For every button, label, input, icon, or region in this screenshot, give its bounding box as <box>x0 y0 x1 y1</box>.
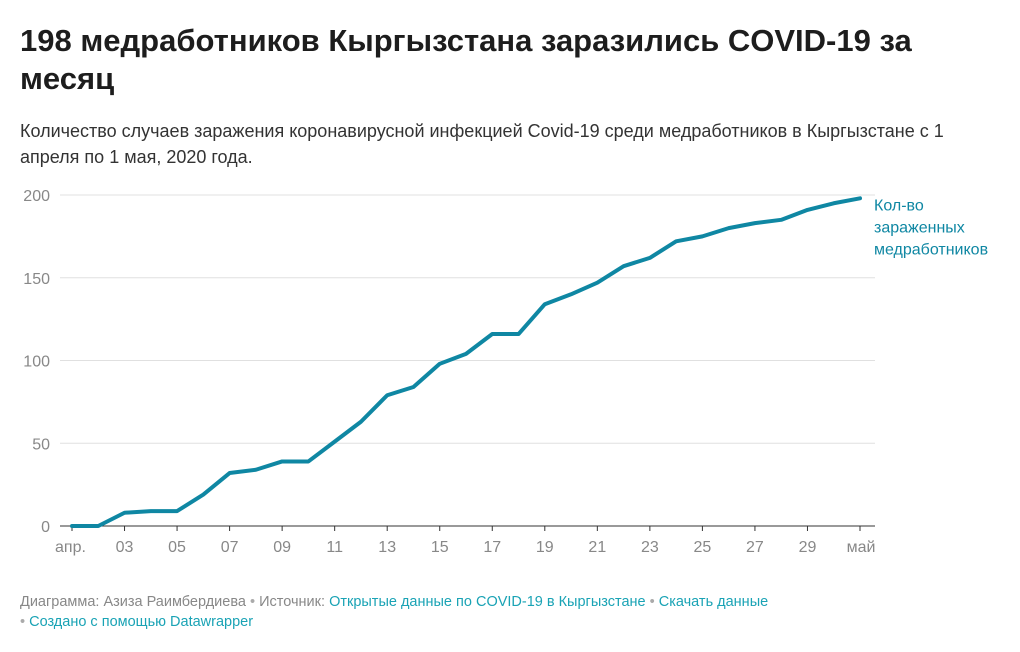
footer: Диаграмма: Азиза Раимбердиева • Источник… <box>20 592 920 632</box>
footer-separator: • <box>20 614 26 630</box>
y-axis-labels: 0 50 100 150 200 <box>23 188 50 536</box>
data-point <box>596 282 598 284</box>
data-point <box>124 512 126 514</box>
footer-separator: • <box>649 594 655 610</box>
data-point <box>360 421 362 423</box>
data-point <box>307 460 309 462</box>
x-tick-label: 03 <box>116 539 134 556</box>
data-point <box>176 510 178 512</box>
x-tick-label: 05 <box>168 539 186 556</box>
data-point <box>570 293 572 295</box>
data-point <box>439 363 441 365</box>
x-tick-label: май <box>847 539 876 556</box>
x-tick-label: 13 <box>378 539 396 556</box>
data-point <box>71 525 73 527</box>
chart-subtitle: Количество случаев заражения коронавирус… <box>20 121 944 167</box>
data-point <box>255 469 257 471</box>
footer-separator: • <box>249 594 256 610</box>
x-tick-label: 15 <box>431 539 449 556</box>
data-point <box>833 202 835 204</box>
data-point <box>806 209 808 211</box>
x-tick-label: 27 <box>746 539 764 556</box>
source-link[interactable]: Открытые данные по COVID-19 в Кыргызстан… <box>329 594 646 610</box>
x-tick-label: 29 <box>799 539 817 556</box>
data-point <box>544 303 546 305</box>
data-point <box>859 197 861 199</box>
data-point <box>229 472 231 474</box>
data-point <box>623 265 625 267</box>
y-tick-label: 150 <box>23 271 50 288</box>
data-point <box>202 494 204 496</box>
data-point <box>150 510 152 512</box>
data-point <box>491 333 493 335</box>
data-point <box>97 525 99 527</box>
data-point <box>412 386 414 388</box>
y-tick-label: 50 <box>32 436 50 453</box>
series-label-line: медработников <box>874 241 988 258</box>
series-label-line: Кол-во <box>874 197 924 214</box>
data-point <box>386 394 388 396</box>
series-layer: Кол-во зараженных медработников <box>70 196 988 528</box>
download-data-link[interactable]: Скачать данные <box>658 594 769 610</box>
data-point <box>701 235 703 237</box>
x-tick-label: 23 <box>641 539 659 556</box>
data-point <box>728 227 730 229</box>
x-tick-label: 09 <box>273 539 291 556</box>
data-point <box>518 333 520 335</box>
data-point <box>281 460 283 462</box>
chart-title: 198 медработников Кыргызстана заразились… <box>20 23 912 96</box>
x-tick-label: 11 <box>326 539 343 556</box>
data-point <box>465 353 467 355</box>
series-label: Кол-во зараженных медработников <box>874 197 988 258</box>
footer-author: Диаграмма: Азиза Раимбердиева <box>20 594 246 610</box>
y-tick-label: 100 <box>23 354 50 371</box>
footer-source-label: Источник: <box>259 594 326 610</box>
x-tick-label: апр. <box>55 539 86 556</box>
data-point <box>780 219 782 221</box>
x-tick-label: 25 <box>694 539 712 556</box>
x-tick-label: 07 <box>221 539 239 556</box>
y-tick-label: 200 <box>23 188 50 205</box>
series-line <box>70 196 862 528</box>
x-axis-labels: апр. 03 05 07 09 11 13 15 17 19 21 23 25 27 29 май <box>55 526 875 556</box>
y-tick-label: 0 <box>41 519 50 536</box>
x-tick-label: 19 <box>536 539 554 556</box>
datawrapper-link[interactable]: Создано с помощью Datawrapper <box>29 614 254 630</box>
x-tick-label: 17 <box>483 539 501 556</box>
x-tick-label: 21 <box>588 539 606 556</box>
data-point <box>649 257 651 259</box>
data-point <box>334 441 336 443</box>
series-label-line: зараженных <box>874 219 965 236</box>
data-point <box>754 222 756 224</box>
grid-lines <box>60 194 875 527</box>
data-point <box>675 240 677 242</box>
